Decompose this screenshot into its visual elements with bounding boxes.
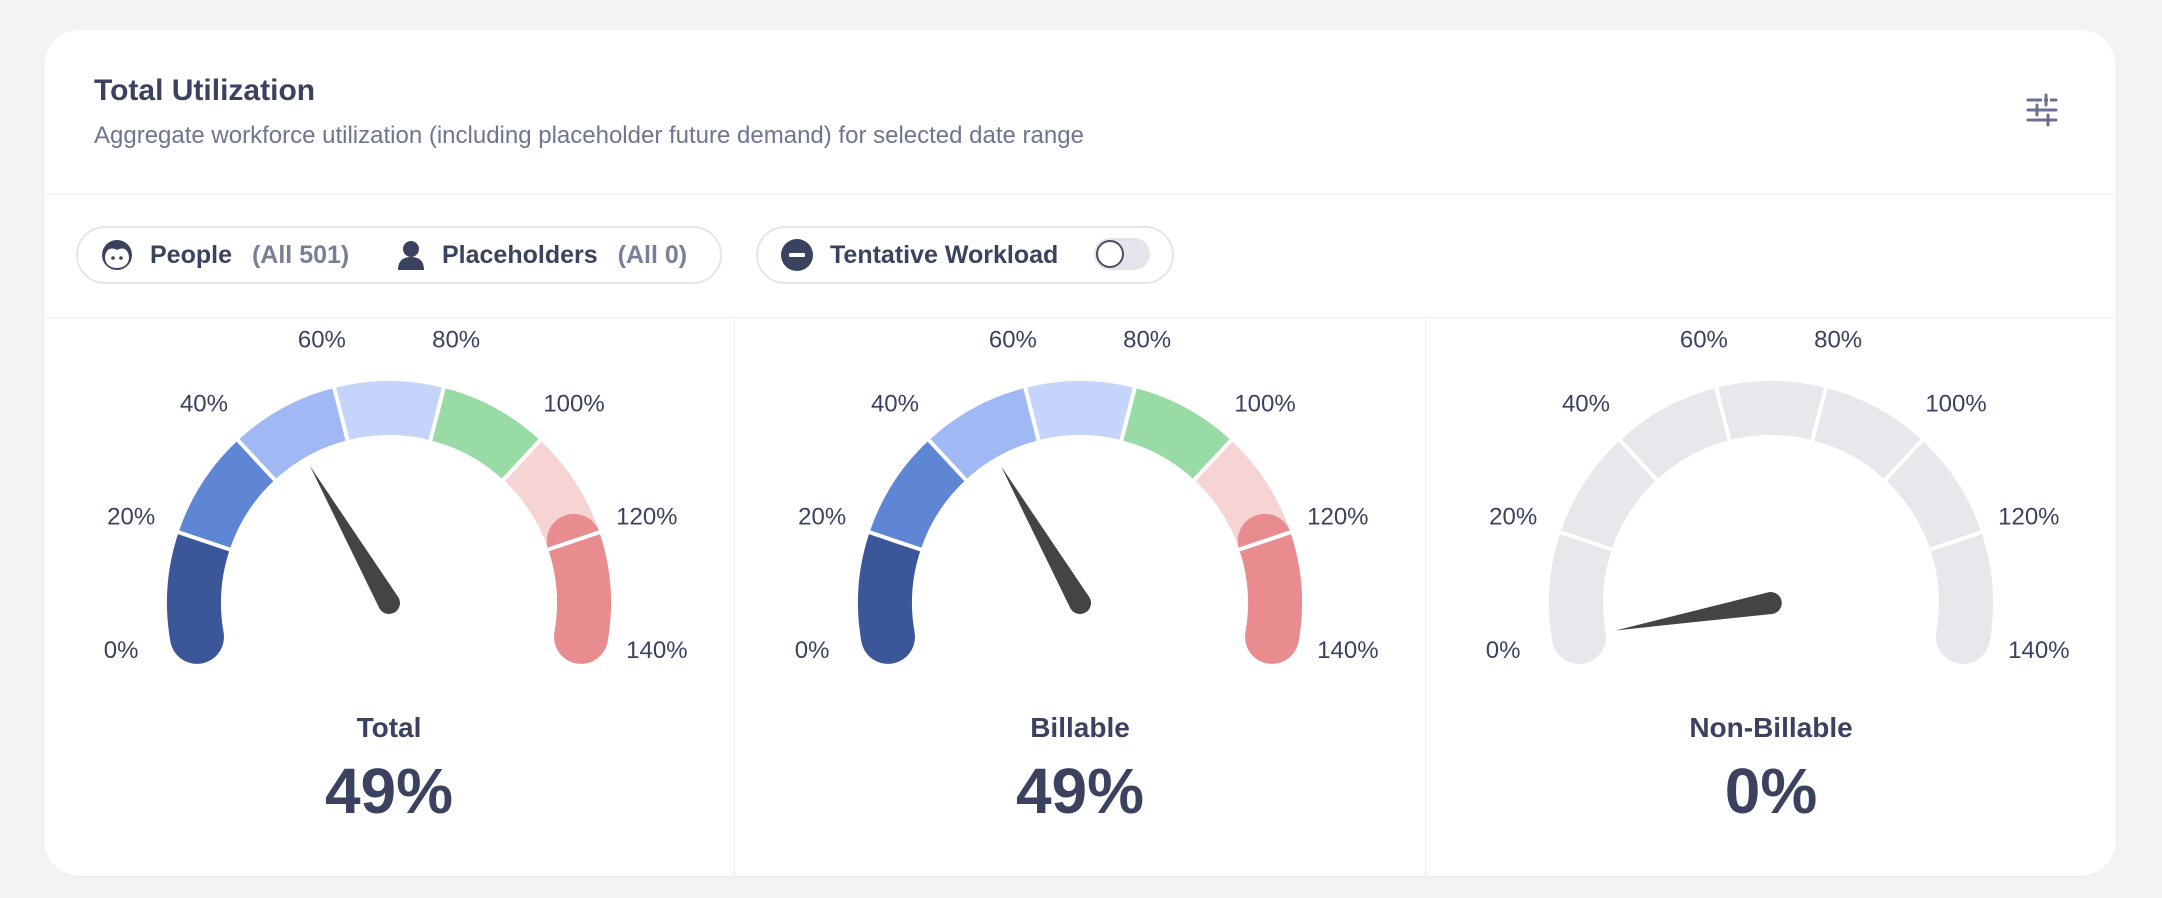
gauge-non-billable-value: 0% [1724,755,1818,827]
gauge-total-chart: 0% 20% 40% 60% 80% 100% 120% 140% [104,326,688,664]
gauge-non-billable-separator-1 [1558,529,1615,553]
gauge-billable-tick-label: 120% [1307,503,1368,530]
gauge-non-billable-tick-label: 40% [1562,391,1610,418]
gauge-total-separator-6 [545,529,602,553]
gauge-billable-segment-2 [929,387,1040,481]
gauge-total-name: Total [356,712,422,743]
gauge-total-segment-1 [178,440,276,551]
gauge-total-tick-label: 100% [543,391,604,418]
gauge-billable-tick-label: 100% [1234,391,1295,418]
gauge-billable-tick-label: 140% [1317,637,1378,664]
gauge-total-segment-3 [334,381,444,441]
placeholders-label: Placeholders [442,240,598,269]
gauge-total-separator-5 [500,437,543,483]
gauge-non-billable-needle [1615,592,1782,631]
gauge-total-tick-label: 80% [432,326,480,353]
gauge-non-billable-tick-label: 80% [1814,326,1862,353]
gauge-non-billable: 0% 20% 40% 60% 80% 100% 120% 140% Non-Billable … [1425,318,2116,876]
gauge-non-billable-segment-0 [1549,513,1614,664]
gauge-billable-segment-0 [858,513,923,664]
gauge-billable-segment-4 [1120,387,1231,481]
placeholder-person-icon [398,241,424,270]
gauge-billable-chart: 0% 20% 40% 60% 80% 100% 120% 140% [795,326,1379,664]
placeholders-filter[interactable]: Placeholders (All 0) [396,228,687,282]
gauge-total-separator-1 [176,529,233,553]
gauge-total-tick-label: 40% [180,391,228,418]
gauge-billable-tick-label: 0% [795,637,830,664]
gauge-billable-name: Billable [1030,712,1130,743]
gauge-total-tick-label: 20% [107,503,155,530]
gauge-billable-tick-label: 20% [798,503,846,530]
toggle-knob [1096,240,1124,268]
gauge-billable-separator-4 [1119,385,1138,443]
gauge-billable-separator-3 [1022,385,1041,443]
gauge-billable-separator-5 [1191,437,1234,483]
tentative-label: Tentative Workload [830,240,1059,269]
gauge-non-billable-segment-4 [1811,387,1922,481]
gauge-total-segment-6 [546,513,611,664]
gauge-total: 0% 20% 40% 60% 80% 100% 120% 140% Total 49% [44,318,734,876]
sliders-icon[interactable] [2024,92,2060,128]
gauge-non-billable-separator-5 [1882,437,1925,483]
card-title: Total Utilization [94,74,316,107]
card-subtitle: Aggregate workforce utilization (includi… [94,122,1084,149]
gauge-non-billable-separator-4 [1810,385,1829,443]
gauge-billable-segment-1 [869,440,967,551]
gauge-non-billable-tick-label: 100% [1925,391,1986,418]
gauge-total-separator-2 [235,437,278,483]
people-filter[interactable]: People (All 501) [100,228,349,282]
gauge-non-billable-tick-label: 140% [2008,637,2069,664]
gauge-total-value: 49% [324,755,454,827]
gauge-non-billable-tick-label: 20% [1489,503,1537,530]
gauge-non-billable-segment-3 [1716,381,1826,441]
gauge-total-tick-label: 140% [626,637,687,664]
tentative-filter-pill: Tentative Workload [756,226,1174,284]
people-count: (All 501) [251,240,350,269]
gauge-billable-separator-2 [926,437,969,483]
gauge-non-billable-chart: 0% 20% 40% 60% 80% 100% 120% 140% [1486,326,2070,664]
placeholders-count: (All 0) [617,240,688,269]
utilization-card: Total Utilization Aggregate workforce ut… [44,30,2116,876]
gauge-total-tick-label: 60% [298,326,346,353]
gauge-billable-needle [1001,466,1091,614]
gauge-billable-segment-6 [1237,513,1302,664]
gauge-billable-separator-1 [867,529,924,553]
gauge-total-segment-0 [167,513,232,664]
tentative-filter[interactable]: Tentative Workload [780,228,1058,282]
gauge-billable: 0% 20% 40% 60% 80% 100% 120% 140% Billable 49% [734,318,1425,876]
gauge-non-billable-separator-2 [1617,437,1660,483]
gauge-non-billable-separator-6 [1927,529,1984,553]
people-label: People [150,240,232,269]
gauge-non-billable-separator-3 [1713,385,1732,443]
gauge-total-tick-label: 120% [616,503,677,530]
gauge-non-billable-tick-label: 0% [1486,637,1521,664]
gauge-non-billable-tick-label: 60% [1680,326,1728,353]
gauge-total-tick-label: 0% [104,637,139,664]
person-face-icon [102,240,132,270]
gauge-total-separator-4 [428,385,447,443]
filter-bar: People (All 501) Placeholders (All 0) Te… [44,195,2116,318]
gauge-billable-separator-6 [1236,529,1293,553]
gauge-non-billable-tick-label: 120% [1998,503,2059,530]
card-header: Total Utilization Aggregate workforce ut… [44,30,2116,195]
gauge-non-billable-segment-2 [1620,387,1731,481]
gauge-billable-segment-3 [1025,381,1135,441]
gauge-total-needle [310,466,400,614]
gauge-non-billable-name: Non-Billable [1689,712,1853,743]
gauges-row: 0% 20% 40% 60% 80% 100% 120% 140% Total 49% 0% 2… [44,318,2116,876]
gauge-total-segment-2 [238,387,349,481]
resource-filter-pill: People (All 501) Placeholders (All 0) [76,226,722,284]
tentative-toggle[interactable] [1094,238,1150,270]
gauge-total-separator-3 [331,385,350,443]
gauge-billable-tick-label: 80% [1123,326,1171,353]
gauge-non-billable-segment-6 [1928,513,1993,664]
gauge-non-billable-segment-1 [1560,440,1658,551]
gauge-billable-value: 49% [1015,755,1145,827]
minus-circle-icon [781,239,813,271]
gauge-total-segment-4 [429,387,540,481]
gauge-billable-tick-label: 40% [871,391,919,418]
gauge-billable-tick-label: 60% [989,326,1037,353]
